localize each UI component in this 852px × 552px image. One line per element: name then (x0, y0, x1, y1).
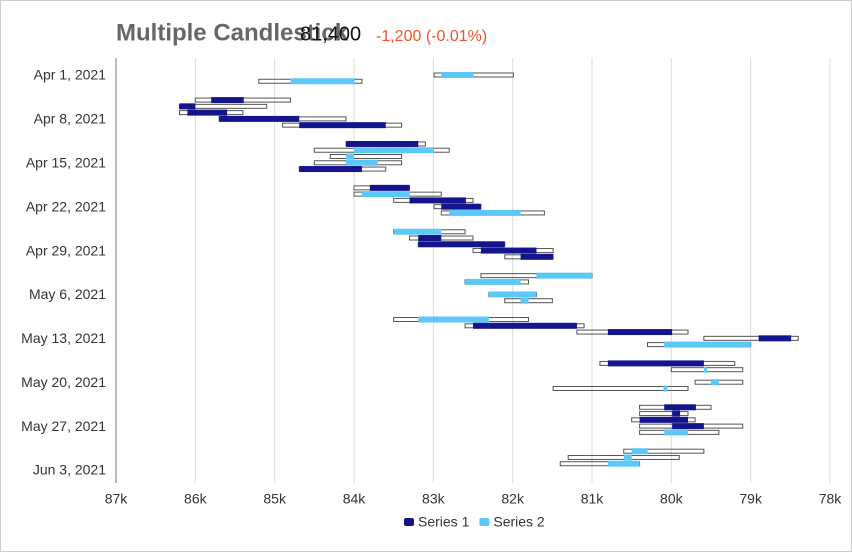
candle-body (664, 429, 688, 436)
candle-wick (703, 335, 799, 341)
candle-body (346, 140, 419, 147)
y-tick-label: May 20, 2021 (21, 374, 106, 390)
candle-body (179, 103, 196, 110)
x-tick-label: 80k (660, 491, 684, 507)
candle-body (672, 423, 704, 430)
y-tick-label: May 27, 2021 (21, 418, 106, 434)
chart-title: Multiple Candlestick (116, 19, 349, 46)
legend-swatch (404, 518, 414, 526)
y-tick-label: Jun 3, 2021 (33, 462, 106, 478)
candle-body (639, 416, 688, 423)
candle-body (607, 360, 704, 367)
x-tick-label: 81k (581, 491, 605, 507)
candle-body (346, 153, 354, 160)
candle-body (441, 203, 481, 210)
price-change: -1,200 (-0.01%) (376, 28, 487, 45)
candle-body (290, 78, 355, 85)
candle-body (631, 448, 648, 455)
candle-body (536, 272, 592, 279)
candle-body (473, 322, 577, 329)
x-tick-label: 78k (819, 491, 843, 507)
candle-body (488, 291, 537, 298)
candle-body (219, 115, 300, 122)
candle-body (663, 385, 668, 392)
y-tick-label: May 13, 2021 (21, 330, 106, 346)
candle-body (393, 228, 442, 235)
candle-wick (552, 385, 689, 391)
candle-body (623, 454, 632, 461)
candle-body (361, 191, 410, 198)
candle-body (607, 460, 640, 467)
candle-body (664, 341, 751, 348)
candle-body (409, 197, 466, 204)
y-tick-label: Apr 1, 2021 (34, 67, 107, 83)
x-tick-label: 86k (184, 491, 208, 507)
candle-body (441, 72, 474, 78)
x-tick-label: 82k (501, 491, 525, 507)
candle-body (369, 184, 410, 191)
candle-body (703, 366, 708, 373)
candle-body (711, 379, 719, 386)
legend-swatch (479, 518, 490, 526)
candle-body (520, 297, 529, 304)
candle-body (354, 147, 435, 154)
x-tick-label: 85k (263, 491, 287, 507)
candle-body (299, 122, 386, 129)
candle-body (465, 278, 521, 285)
y-tick-label: May 6, 2021 (29, 286, 106, 302)
candle-body (299, 166, 362, 173)
candle-body (418, 235, 442, 242)
legend-label: Series 2 (493, 514, 545, 530)
candle-body (758, 335, 792, 342)
x-tick-label: 84k (343, 491, 367, 507)
candle-body (607, 329, 673, 336)
candle-wick (329, 154, 403, 160)
y-tick-label: Apr 15, 2021 (26, 154, 106, 170)
candle-body (480, 247, 537, 254)
x-tick-label: 83k (422, 491, 446, 507)
candle-body (418, 316, 489, 323)
candle-body (664, 404, 696, 411)
candle-body (418, 241, 505, 248)
candle-body (449, 209, 521, 216)
y-tick-label: Apr 29, 2021 (26, 242, 106, 258)
candle-body (672, 410, 681, 417)
candle-body (187, 109, 228, 116)
legend-label: Series 1 (418, 514, 470, 530)
candle-body (211, 97, 244, 104)
price: 81,400 (300, 23, 361, 45)
candle-body (520, 253, 554, 260)
y-tick-label: Apr 8, 2021 (34, 111, 107, 127)
y-tick-label: Apr 22, 2021 (26, 198, 106, 214)
x-tick-label: 79k (739, 491, 763, 507)
candle-wick (639, 411, 689, 417)
candle-body (346, 159, 378, 166)
x-tick-label: 87k (105, 491, 129, 507)
candle-wick (623, 448, 705, 454)
